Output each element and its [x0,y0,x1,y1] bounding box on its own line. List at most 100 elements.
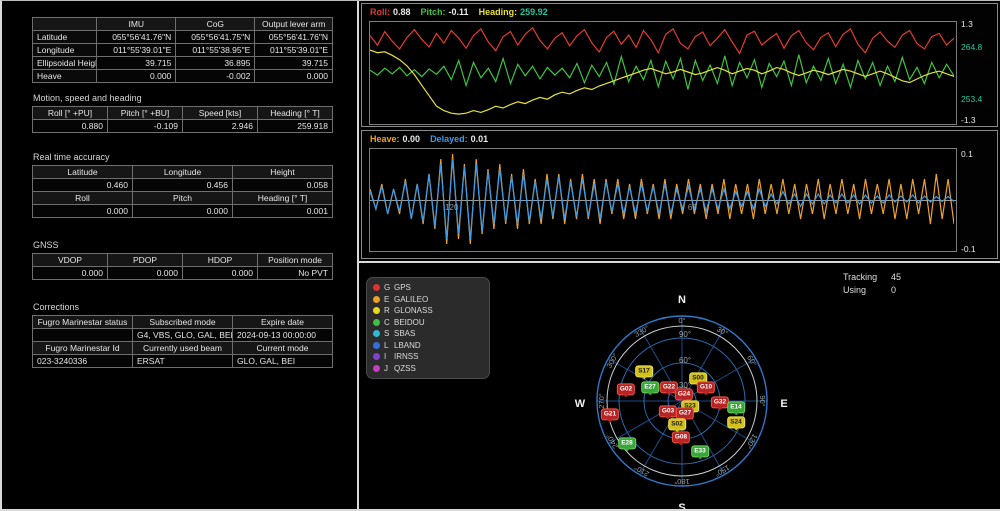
table-header-cell: Expire date [233,316,333,329]
corrections-section: CorrectionsFugro Marinestar statusSubscr… [32,302,333,368]
motion-table: Roll [° +PU]Pitch [° +BU]Speed [kts]Head… [32,106,333,133]
table-value-cell: 39.715 [255,57,333,70]
azimuth-label: 90° [758,395,767,406]
table-value-cell: 0.058 [233,179,333,192]
azimuth-label: 0° [678,316,685,325]
legend-dot-icon [373,353,380,360]
table-value-cell: 0.000 [97,70,176,83]
using-value: 0 [891,284,896,297]
table-header-cell: Heading [° T] [233,192,333,205]
legend-item-beidou: CBEIDOU [373,317,483,329]
heave-chart-panel: Heave:0.00 Delayed:0.01 12060 0.1-0.1 [361,130,998,259]
x-tick-label: 120 [445,203,458,212]
gnss-table: VDOPPDOPHDOPPosition mode0.0000.0000.000… [32,253,333,280]
table-header-cell: Roll [° +PU] [33,107,108,120]
legend-letter: C [384,318,394,327]
satellite-tag-e28: E28 [618,437,636,449]
legend-item-sbas: SSBAS [373,328,483,340]
constellation-legend: GGPSEGALILEORGLONASSCBEIDOUSSBASLLBANDII… [366,277,490,379]
legend-dot-icon [373,284,380,291]
axis-tick-label: -0.1 [961,244,976,254]
legend-name: QZSS [394,364,416,373]
table-header-cell: IMU [97,18,176,31]
table-value-cell: 39.715 [97,57,176,70]
heave-chart-header: Heave:0.00 Delayed:0.01 [370,134,488,144]
elevation-label: 90° [679,330,691,339]
pitch-value: -0.11 [449,7,469,17]
table-header-cell: Position mode [258,254,333,267]
table-header-cell: Current mode [233,342,333,355]
table-value-cell: 0.000 [183,267,258,280]
legend-letter: R [384,306,394,315]
satellite-tag-g02: G02 [617,383,635,395]
table-header-cell: HDOP [183,254,258,267]
table-value-cell: 0.000 [108,267,183,280]
legend-item-galileo: EGALILEO [373,294,483,306]
pitch-readout: Pitch:-0.11 [421,7,469,17]
table-header-cell: Pitch [° +BU] [108,107,183,120]
azimuth-label: 270° [597,393,606,409]
table-value-cell: Latitude [33,31,97,44]
table-header-cell [33,18,97,31]
table-value-cell: 0.000 [255,70,333,83]
tracking-status: Tracking45 Using0 [843,271,901,297]
table-header-cell: Roll [33,192,133,205]
table-value-cell: 36.895 [176,57,255,70]
table-value-cell: 0.000 [33,205,133,218]
axis-tick-label: -1.3 [961,115,976,125]
table-header-cell: CoG [176,18,255,31]
skyplot-panel: 0°30°60°90°120°150°180°210°240°270°300°3… [360,263,1000,511]
position-section: IMUCoGOutput lever arm Latitude055°56'41.… [32,17,333,83]
roll-readout: Roll:0.88 [370,7,411,17]
delayed-line [370,159,954,239]
legend-item-qzss: JQZSS [373,363,483,375]
cardinal-label-e: E [780,398,787,410]
gnss-section-title: GNSS [33,240,333,250]
heave-readout: Heave:0.00 [370,134,420,144]
azimuth-label: 330° [633,323,651,339]
legend-name: IRNSS [394,352,418,361]
table-value-cell: 0.460 [33,179,133,192]
satellite-tag-g24: G24 [675,388,693,400]
legend-name: SBAS [394,329,415,338]
satellite-tag-g08: G08 [672,431,690,443]
table-value-cell: 0.001 [233,205,333,218]
accuracy-section: Real time accuracyLatitudeLongitudeHeigh… [32,152,333,218]
axis-tick-label: 264.8 [961,42,982,52]
legend-letter: S [384,329,394,338]
table-value-cell: 0.880 [33,120,108,133]
legend-dot-icon [373,365,380,372]
table-header-cell: Height [233,166,333,179]
delayed-value: 0.01 [471,134,489,144]
table-header-cell: Output lever arm [255,18,333,31]
heave-plot-area: 12060 [369,148,957,252]
cardinal-label-w: W [575,398,586,410]
attitude-plot-area [369,21,957,125]
table-value-cell: 0.000 [133,205,233,218]
delayed-readout: Delayed:0.01 [430,134,488,144]
attitude-chart-lines [370,22,954,122]
legend-name: GPS [394,283,411,292]
satellite-tag-s17: S17 [635,365,653,377]
accuracy-section-title: Real time accuracy [33,152,333,162]
table-header-cell: Pitch [133,192,233,205]
table-value-cell: ERSAT [133,355,233,368]
table-header-cell: Latitude [33,166,133,179]
table-header-cell: PDOP [108,254,183,267]
elevation-label: 60° [679,356,691,365]
roll-value: 0.88 [393,7,411,17]
table-value-cell: 055°56'41.76"N [97,31,176,44]
legend-dot-icon [373,319,380,326]
table-value-cell: 011°55'38.95"E [176,44,255,57]
heave-value: 0.00 [403,134,421,144]
roll-label: Roll: [370,7,390,17]
table-value-cell: 0.000 [33,267,108,280]
cardinal-label-s: S [678,502,685,511]
data-tables-panel: IMUCoGOutput lever armLatitude055°56'41.… [2,1,357,511]
table-header-cell: Subscribed mode [133,316,233,329]
heading-line [370,50,954,114]
legend-dot-icon [373,330,380,337]
cardinal-label-n: N [678,294,686,306]
satellite-tag-e14: E14 [727,401,745,413]
table-value-cell [33,329,133,342]
